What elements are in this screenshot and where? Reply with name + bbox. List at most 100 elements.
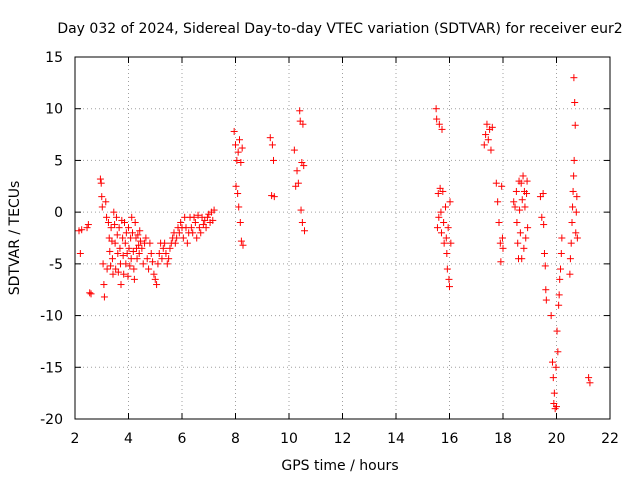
data-point — [445, 275, 453, 283]
data-point — [480, 141, 488, 149]
data-point — [439, 187, 447, 195]
data-point — [443, 250, 451, 258]
data-point — [236, 136, 244, 144]
data-point — [557, 250, 565, 258]
x-tick-label: 16 — [441, 431, 459, 447]
data-point — [117, 281, 125, 289]
data-point — [142, 234, 150, 242]
data-point — [557, 265, 565, 273]
x-axis-title: GPS time / hours — [281, 458, 398, 474]
data-point — [573, 193, 581, 201]
data-point — [209, 216, 217, 224]
data-point — [163, 260, 171, 268]
data-point — [195, 224, 203, 232]
y-tick-label: -20 — [40, 412, 63, 428]
data-point — [266, 134, 274, 142]
data-point — [133, 255, 141, 263]
data-point — [447, 239, 455, 247]
data-point — [155, 250, 163, 258]
data-point — [111, 239, 119, 247]
data-point — [238, 144, 246, 152]
data-point — [108, 255, 116, 263]
data-point — [150, 270, 158, 278]
data-point — [109, 270, 117, 278]
x-tick-labels: 2 4 6 8 10 12 14 16 18 20 22 — [71, 431, 619, 447]
data-point — [547, 312, 555, 320]
data-point — [556, 275, 564, 283]
x-tick-label: 12 — [334, 431, 352, 447]
data-point — [444, 224, 452, 232]
data-point — [179, 234, 187, 242]
data-point — [517, 179, 525, 187]
data-point — [570, 156, 578, 164]
data-point — [498, 234, 506, 242]
data-point — [234, 148, 242, 156]
data-point — [269, 156, 277, 164]
data-point — [175, 229, 183, 237]
data-point — [102, 198, 110, 206]
data-point — [183, 239, 191, 247]
data-point — [126, 262, 134, 270]
x-tick-label: 20 — [548, 431, 566, 447]
data-point — [232, 182, 240, 190]
data-point — [300, 162, 308, 170]
data-point — [239, 241, 247, 249]
data-point — [158, 255, 166, 263]
data-point — [128, 213, 136, 221]
data-point — [446, 198, 454, 206]
data-point — [103, 265, 111, 273]
data-point — [268, 141, 276, 149]
axis-ticks — [74, 56, 611, 420]
data-point — [76, 250, 84, 258]
data-point — [104, 218, 112, 226]
y-tick-label: 10 — [45, 102, 63, 118]
data-point — [494, 198, 502, 206]
data-point — [136, 227, 144, 235]
data-point — [115, 224, 123, 232]
data-point — [125, 224, 132, 232]
data-point — [130, 265, 138, 273]
data-point — [518, 255, 526, 263]
x-tick-label: 2 — [71, 431, 80, 447]
data-point — [234, 190, 242, 198]
data-points — [75, 74, 594, 413]
y-tick-label: -5 — [49, 257, 63, 273]
data-point — [86, 289, 94, 297]
data-point — [301, 227, 309, 235]
chart-title: Day 032 of 2024, Sidereal Day-to-day VTE… — [57, 21, 622, 37]
data-point — [98, 203, 106, 211]
data-point — [586, 379, 594, 387]
data-point — [499, 244, 507, 252]
data-point — [162, 250, 170, 258]
data-point — [114, 268, 122, 276]
y-tick-label: 0 — [54, 205, 63, 221]
data-point — [122, 229, 130, 237]
y-tick-label: 5 — [54, 153, 63, 169]
data-point — [232, 141, 239, 149]
grid — [75, 57, 610, 419]
data-point — [443, 265, 451, 273]
x-tick-label: 6 — [178, 431, 187, 447]
data-point — [112, 213, 120, 221]
data-point — [189, 229, 197, 237]
data-point — [151, 275, 159, 283]
x-tick-label: 18 — [494, 431, 512, 447]
data-point — [171, 239, 179, 247]
data-point — [190, 213, 198, 221]
data-point — [139, 260, 147, 268]
data-point — [510, 198, 518, 206]
data-point — [516, 206, 524, 214]
data-point — [568, 218, 576, 226]
data-point — [542, 296, 550, 304]
data-point — [440, 239, 448, 247]
data-point — [555, 291, 563, 299]
data-point — [539, 190, 547, 198]
data-point — [442, 234, 450, 242]
data-point — [129, 247, 137, 255]
data-point — [492, 179, 500, 187]
data-point — [433, 224, 441, 232]
data-point — [512, 187, 520, 195]
data-point — [131, 218, 139, 226]
data-point — [100, 293, 108, 301]
data-point — [237, 237, 245, 245]
